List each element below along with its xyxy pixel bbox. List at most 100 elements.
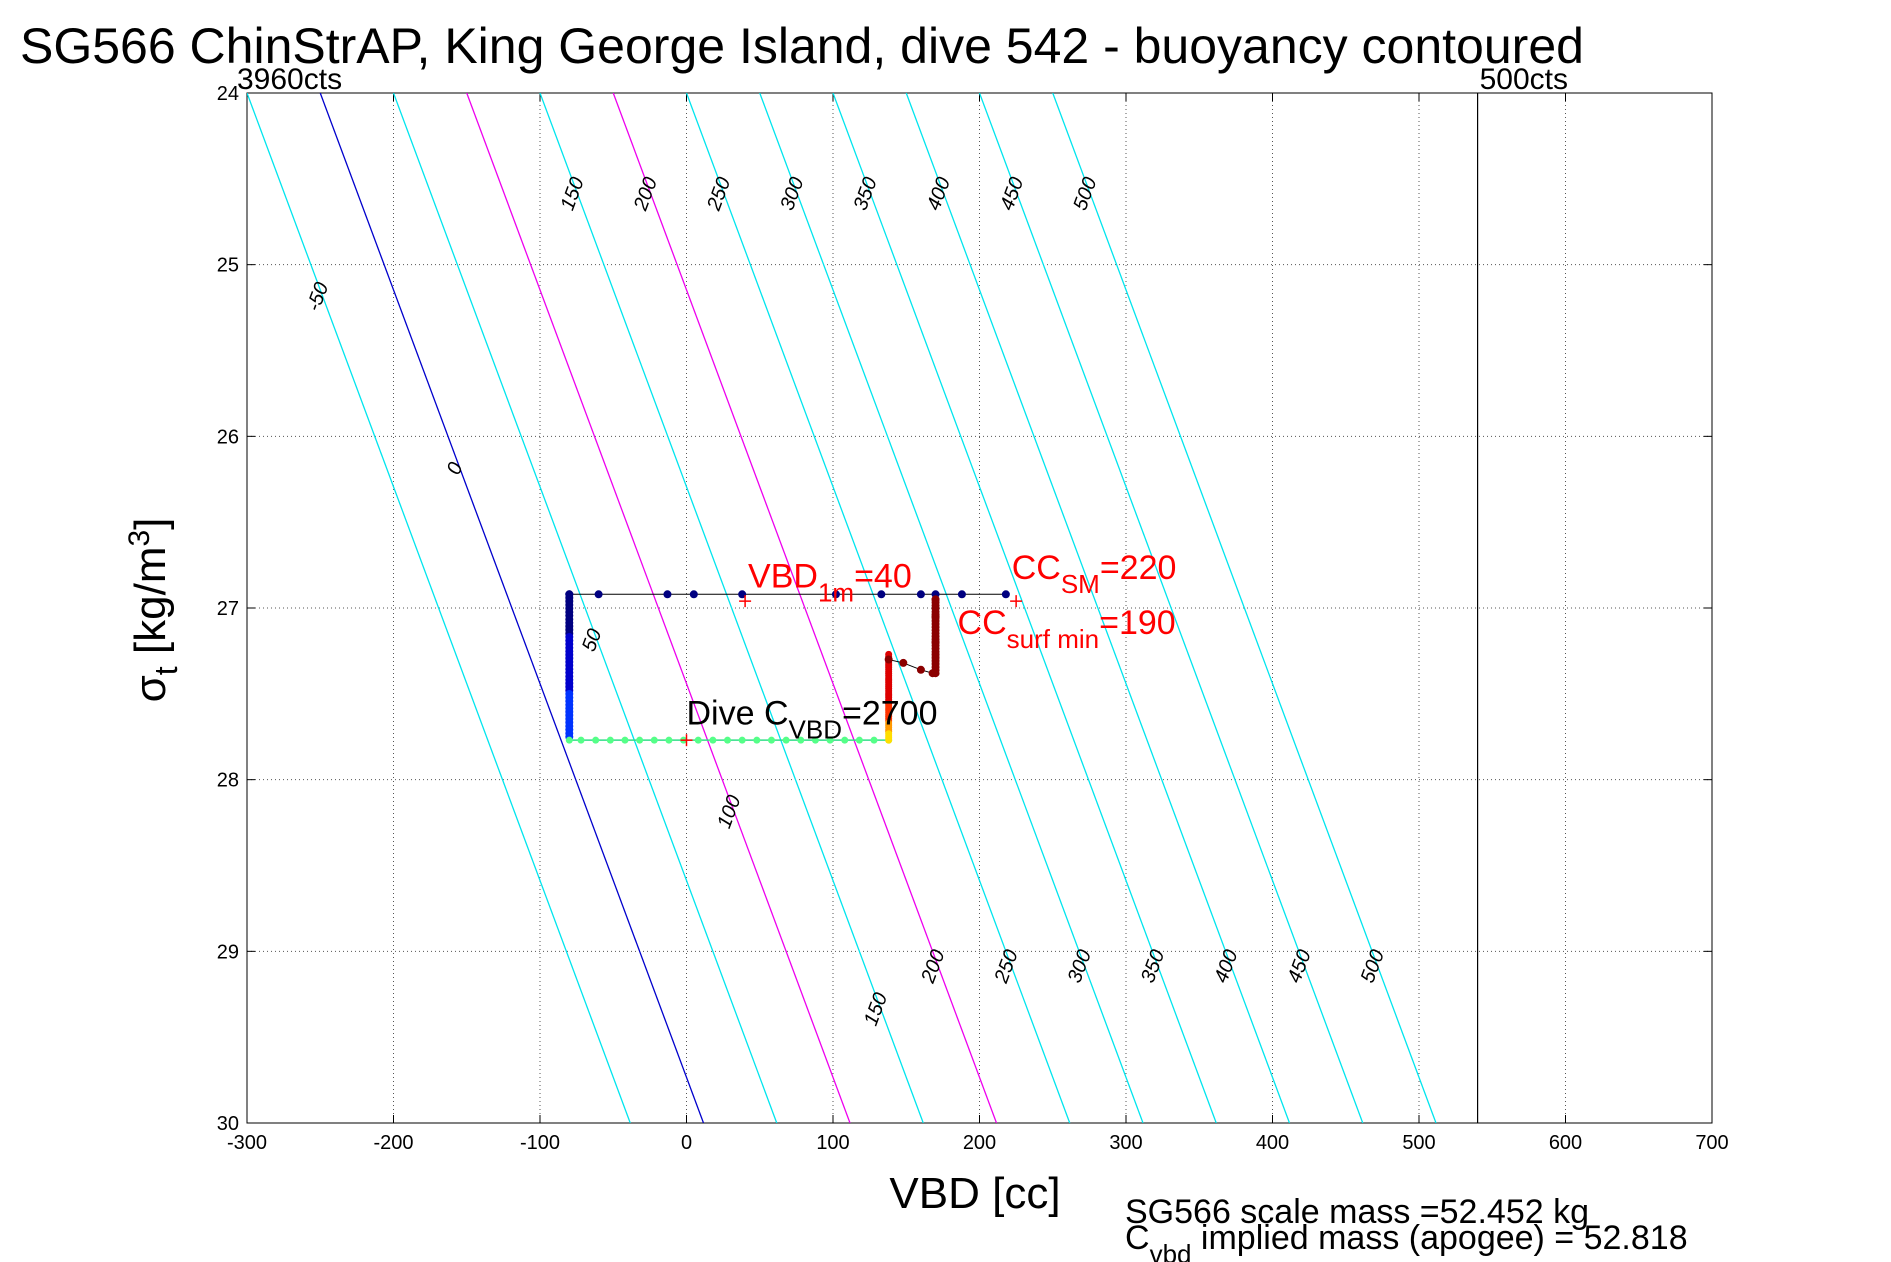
x-tick-label: -300 [227,1132,267,1154]
contour-line-450 [978,93,1364,1123]
trace-point [694,736,702,744]
trace-point [899,658,908,667]
y-tick-labels: 24 25 26 27 28 29 30 [217,83,239,1135]
y-label-sub: t [148,666,184,675]
x-tick-label: 600 [1549,1132,1582,1154]
contour-line--50 [247,93,631,1123]
trace-point [797,736,805,744]
x-tick-label: 0 [681,1132,692,1154]
y-label-unit-post: ] [126,518,175,530]
vbd-1m-pre: VBD [748,557,818,595]
annotation-cc-sm: CCSM=220 [1012,549,1177,599]
cc-surf-pre: CC [958,604,1007,642]
chart-title: SG566 ChinStrAP, King George Island, div… [20,18,1584,74]
trace-point [916,590,925,599]
footer-vbd-sub: vbd [1150,1239,1192,1262]
dive-markers [680,595,1023,747]
y-label-unit-pre: [kg/m [126,547,175,667]
footer-implied-mass: Cvbd implied mass (apogee) = 52.818 [1125,1219,1688,1262]
trace-point [826,736,834,744]
trace-point [565,736,573,744]
cc-surf-post: =190 [1099,604,1176,642]
dive-post: =2700 [842,695,938,733]
annotation-cc-surf-min: CCsurf min=190 [958,604,1176,654]
x-tick-label: 700 [1695,1132,1728,1154]
trace-point [621,736,629,744]
cc-sm-post: =220 [1100,549,1177,587]
y-tick-label: 30 [217,1113,239,1135]
x-tick-label: -100 [520,1132,560,1154]
grid [246,92,1713,1124]
max-cts-label: 500cts [1480,63,1568,96]
x-tick-label: 300 [1109,1132,1142,1154]
contour-line-300 [759,93,1144,1123]
contour-line-150 [539,93,924,1123]
annotation-vbd-1m: VBD1m=40 [748,557,912,607]
vbd-1m-post: =40 [854,557,912,595]
contour-line-400 [905,93,1291,1123]
x-tick-label: 100 [816,1132,849,1154]
contour-line-50 [392,93,778,1123]
trace-point [931,669,940,678]
trace-point [811,736,819,744]
trace-point [1001,590,1010,599]
x-axis-label: VBD [cc] [889,1169,1060,1218]
trace-point [870,736,878,744]
trace-point [577,736,585,744]
trace-point [592,736,600,744]
x-tick-label: 400 [1256,1132,1289,1154]
cc-sm-pre: CC [1012,549,1061,587]
dive-sub: VBD [789,715,842,745]
trace-point [709,736,717,744]
x-tick-label: 500 [1402,1132,1435,1154]
trace-point [753,736,761,744]
trace-point [636,736,644,744]
trace-point [606,736,614,744]
dive-pre: Dive C [687,695,789,733]
footer-implied: implied mass (apogee) = 52.818 [1191,1219,1687,1257]
contour-line-500 [1052,93,1437,1123]
y-tick-label: 26 [217,426,239,448]
x-tick-label: 200 [963,1132,996,1154]
trace-point [650,736,658,744]
y-label-unit-sup: 3 [123,530,156,547]
annotation-dive-cvbd: Dive CVBD=2700 [687,695,938,745]
trace-point [663,590,672,599]
trace-point [957,590,966,599]
x-tick-labels: -300 -200 -100 0 100 200 300 400 500 600 700 [227,1132,1729,1154]
trace-point [738,736,746,744]
y-tick-label: 28 [217,770,239,792]
y-tick-label: 25 [217,255,239,277]
trace-point [594,590,603,599]
trace-point [916,665,925,674]
trace-point [689,590,698,599]
trace-point [782,736,790,744]
min-cts-label: 3960cts [237,63,342,96]
dive-trace [565,590,1010,744]
contour-line-350 [832,93,1217,1123]
trace-point [831,590,840,599]
contour-line-250 [685,93,1071,1123]
trace-point [885,736,893,744]
footer-scale-mass: SG566 scale mass =52.452 kg [1125,1193,1589,1231]
trace-point [877,590,886,599]
trace-point [724,736,732,744]
y-axis-label: σt [kg/m3] [123,518,184,703]
trace-point [884,655,893,664]
buoyancy-contours [247,93,1437,1123]
y-tick-label: 29 [217,941,239,963]
trace-point [665,736,673,744]
trace-point [841,736,849,744]
x-tick-label: -200 [373,1132,413,1154]
trace-point [855,736,863,744]
trace-point [738,590,747,599]
cc-sm-sub: SM [1061,569,1100,599]
y-tick-label: 24 [217,83,239,105]
trace-point [767,736,775,744]
footer-c: C [1125,1219,1150,1257]
y-tick-label: 27 [217,598,239,620]
cc-surf-sub: surf min [1007,624,1099,654]
y-label-main: σ [126,675,175,702]
contour-line-0 [319,93,705,1123]
